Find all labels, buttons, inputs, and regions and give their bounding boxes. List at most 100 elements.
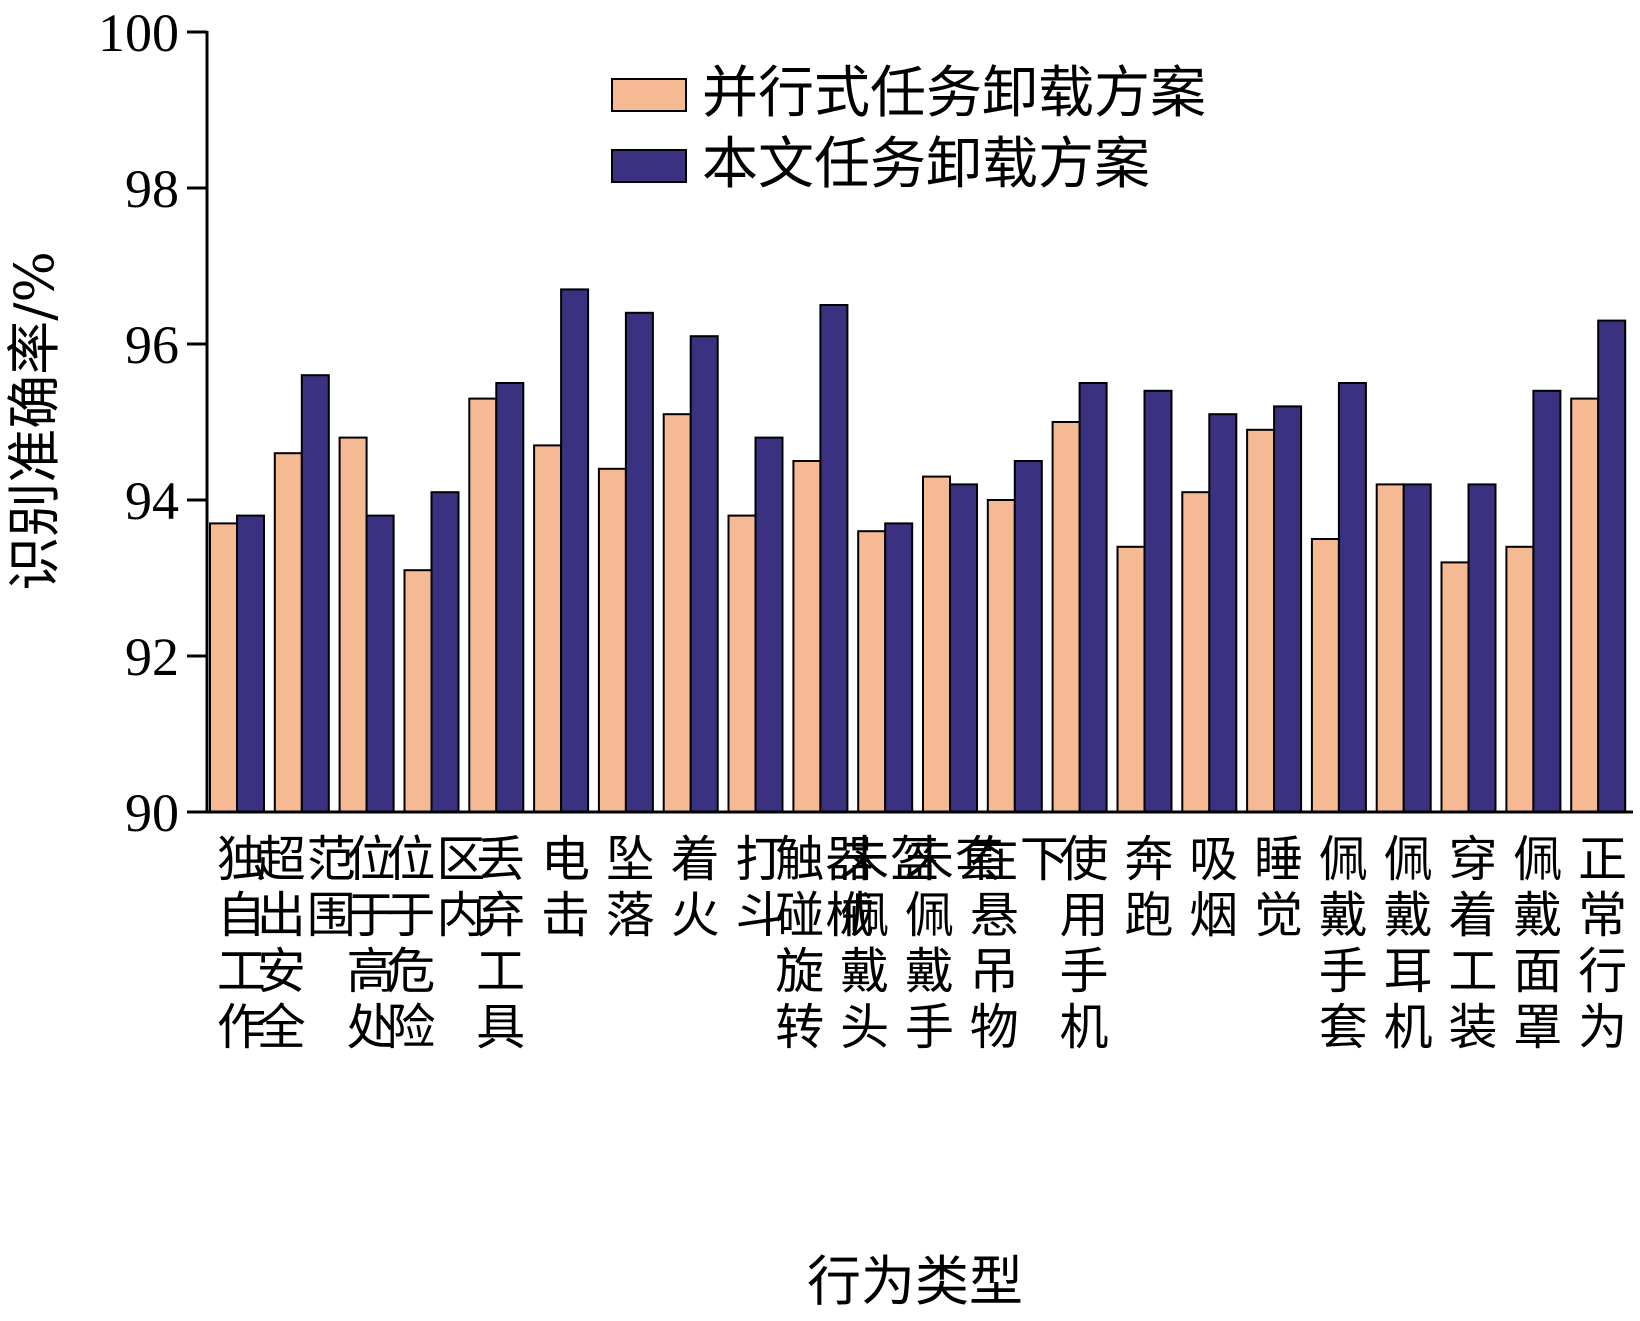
y-tick-label-100: 100 <box>98 3 179 63</box>
x-category-label-19-col1: 佩戴耳机 <box>1384 831 1433 1056</box>
bar-series2-cat13 <box>1013 460 1043 813</box>
bar-series1-cat14 <box>1051 421 1081 813</box>
bar-series2-cat22 <box>1597 319 1627 813</box>
axes-group <box>205 31 1633 814</box>
bar-series1-cat19 <box>1375 483 1405 813</box>
x-category-label-5-col1: 丢弃工具 <box>476 831 525 1056</box>
x-category-label-12-col2: 套 <box>955 831 1004 888</box>
bar-series2-cat2 <box>300 374 330 813</box>
legend-swatch-2 <box>611 149 687 183</box>
bar-series2-cat10 <box>819 304 849 813</box>
x-category-label-11-col2: 盔 <box>890 831 939 888</box>
legend-swatch-1 <box>611 78 687 112</box>
x-category-label-18: 佩戴手套 <box>1319 831 1368 1056</box>
bar-series2-cat18 <box>1337 382 1367 813</box>
bar-series2-cat20 <box>1467 483 1497 813</box>
bar-series1-cat21 <box>1505 545 1535 813</box>
x-category-label-7-col1: 坠落 <box>606 831 655 944</box>
bar-series2-cat16 <box>1208 413 1238 813</box>
bar-series1-cat13 <box>986 499 1016 813</box>
bar-series1-cat12 <box>922 475 951 813</box>
bar-series1-cat15 <box>1116 545 1146 813</box>
y-tick-label-94: 94 <box>125 471 179 531</box>
bar-series1-cat9 <box>727 514 757 813</box>
x-category-labels: 独自工作超出安全范围位于高处位于危险区内丢弃工具电击坠落着火打斗触碰旋转器械未佩… <box>217 831 1627 1056</box>
x-category-label-20: 穿着工装 <box>1448 831 1497 1056</box>
bar-series1-cat17 <box>1246 428 1276 813</box>
bar-series1-cat6 <box>533 444 563 813</box>
x-category-label-9: 打斗 <box>735 831 784 944</box>
bar-series2-cat11 <box>884 522 914 814</box>
y-tick-label-90: 90 <box>125 783 179 843</box>
bar-series2-cat8 <box>689 335 719 813</box>
x-category-label-17: 睡觉 <box>1254 831 1303 944</box>
bar-series1-cat3 <box>338 436 368 813</box>
x-category-label-4-col1: 位于危险 <box>386 831 435 1056</box>
bar-series2-cat12 <box>949 483 978 813</box>
bar-series1-cat10 <box>792 460 822 813</box>
bar-series1-cat20 <box>1440 561 1470 814</box>
bar-series2-cat1 <box>236 514 265 813</box>
x-category-label-8: 着火 <box>671 831 720 944</box>
bars-group <box>209 288 1627 814</box>
y-axis-title: 识别准确率/% <box>3 251 66 591</box>
bar-series1-cat16 <box>1181 491 1211 813</box>
x-category-label-16-col1: 吸烟 <box>1189 831 1238 944</box>
bar-series2-cat4 <box>430 491 460 813</box>
bar-series1-cat22 <box>1570 397 1600 813</box>
bar-series1-cat1 <box>209 522 238 814</box>
bar-series2-cat3 <box>365 514 395 813</box>
bar-series2-cat7 <box>624 311 654 813</box>
x-category-label-19: 佩戴耳机 <box>1384 831 1433 1056</box>
x-category-label-4-col2: 区内 <box>436 831 485 944</box>
x-category-label-13-col1: 在悬吊物 <box>970 831 1019 1056</box>
x-category-label-22: 正常行为 <box>1578 831 1627 1056</box>
x-category-label-7: 坠落 <box>606 831 655 944</box>
legend-label-2: 本文任务卸载方案 <box>702 132 1150 197</box>
x-category-label-12-col1: 未佩戴手 <box>905 831 954 1056</box>
x-category-label-13-col2: 下 <box>1020 831 1069 888</box>
bar-series2-cat6 <box>560 288 590 813</box>
x-category-label-1-col1: 独自工作 <box>217 831 266 1056</box>
bar-series1-cat7 <box>597 467 627 813</box>
legend-label-1: 并行式任务卸载方案 <box>702 61 1206 126</box>
bar-series1-cat5 <box>468 397 498 813</box>
x-category-label-14: 使用手机 <box>1060 831 1109 1056</box>
x-category-label-2-col1: 超出安全 <box>257 831 306 1056</box>
bar-series1-cat2 <box>273 452 303 813</box>
bar-series1-cat8 <box>662 413 692 813</box>
x-category-label-8-col1: 着火 <box>671 831 720 944</box>
bar-series2-cat21 <box>1532 389 1562 813</box>
x-category-label-10-col2: 器械 <box>825 831 874 944</box>
x-category-label-10-col1: 触碰旋转 <box>775 831 824 1056</box>
x-category-label-18-col1: 佩戴手套 <box>1319 831 1368 1056</box>
x-category-label-15-col1: 奔跑 <box>1124 831 1173 944</box>
bar-series2-cat15 <box>1143 389 1173 813</box>
bar-series1-cat18 <box>1310 538 1340 813</box>
bar-series2-cat5 <box>495 382 525 813</box>
bar-series2-cat19 <box>1402 483 1432 813</box>
y-tick-label-98: 98 <box>125 159 179 219</box>
x-category-label-22-col1: 正常行为 <box>1578 831 1627 1056</box>
x-category-label-6: 电击 <box>541 831 590 944</box>
x-category-label-21: 佩戴面罩 <box>1513 831 1562 1056</box>
bar-series2-cat17 <box>1273 405 1303 813</box>
x-axis-title: 行为类型 <box>807 1250 1023 1313</box>
x-category-label-11-col1: 未佩戴头 <box>840 831 889 1056</box>
x-category-label-21-col1: 佩戴面罩 <box>1513 831 1562 1056</box>
bar-series1-cat4 <box>403 569 433 814</box>
x-category-label-5: 丢弃工具 <box>476 831 525 1056</box>
x-category-label-3-col1: 位于高处 <box>347 831 396 1056</box>
bar-series2-cat9 <box>754 436 784 813</box>
x-category-label-14-col1: 使用手机 <box>1060 831 1109 1056</box>
y-tick-label-92: 92 <box>125 627 179 687</box>
x-category-label-6-col1: 电击 <box>541 831 590 944</box>
